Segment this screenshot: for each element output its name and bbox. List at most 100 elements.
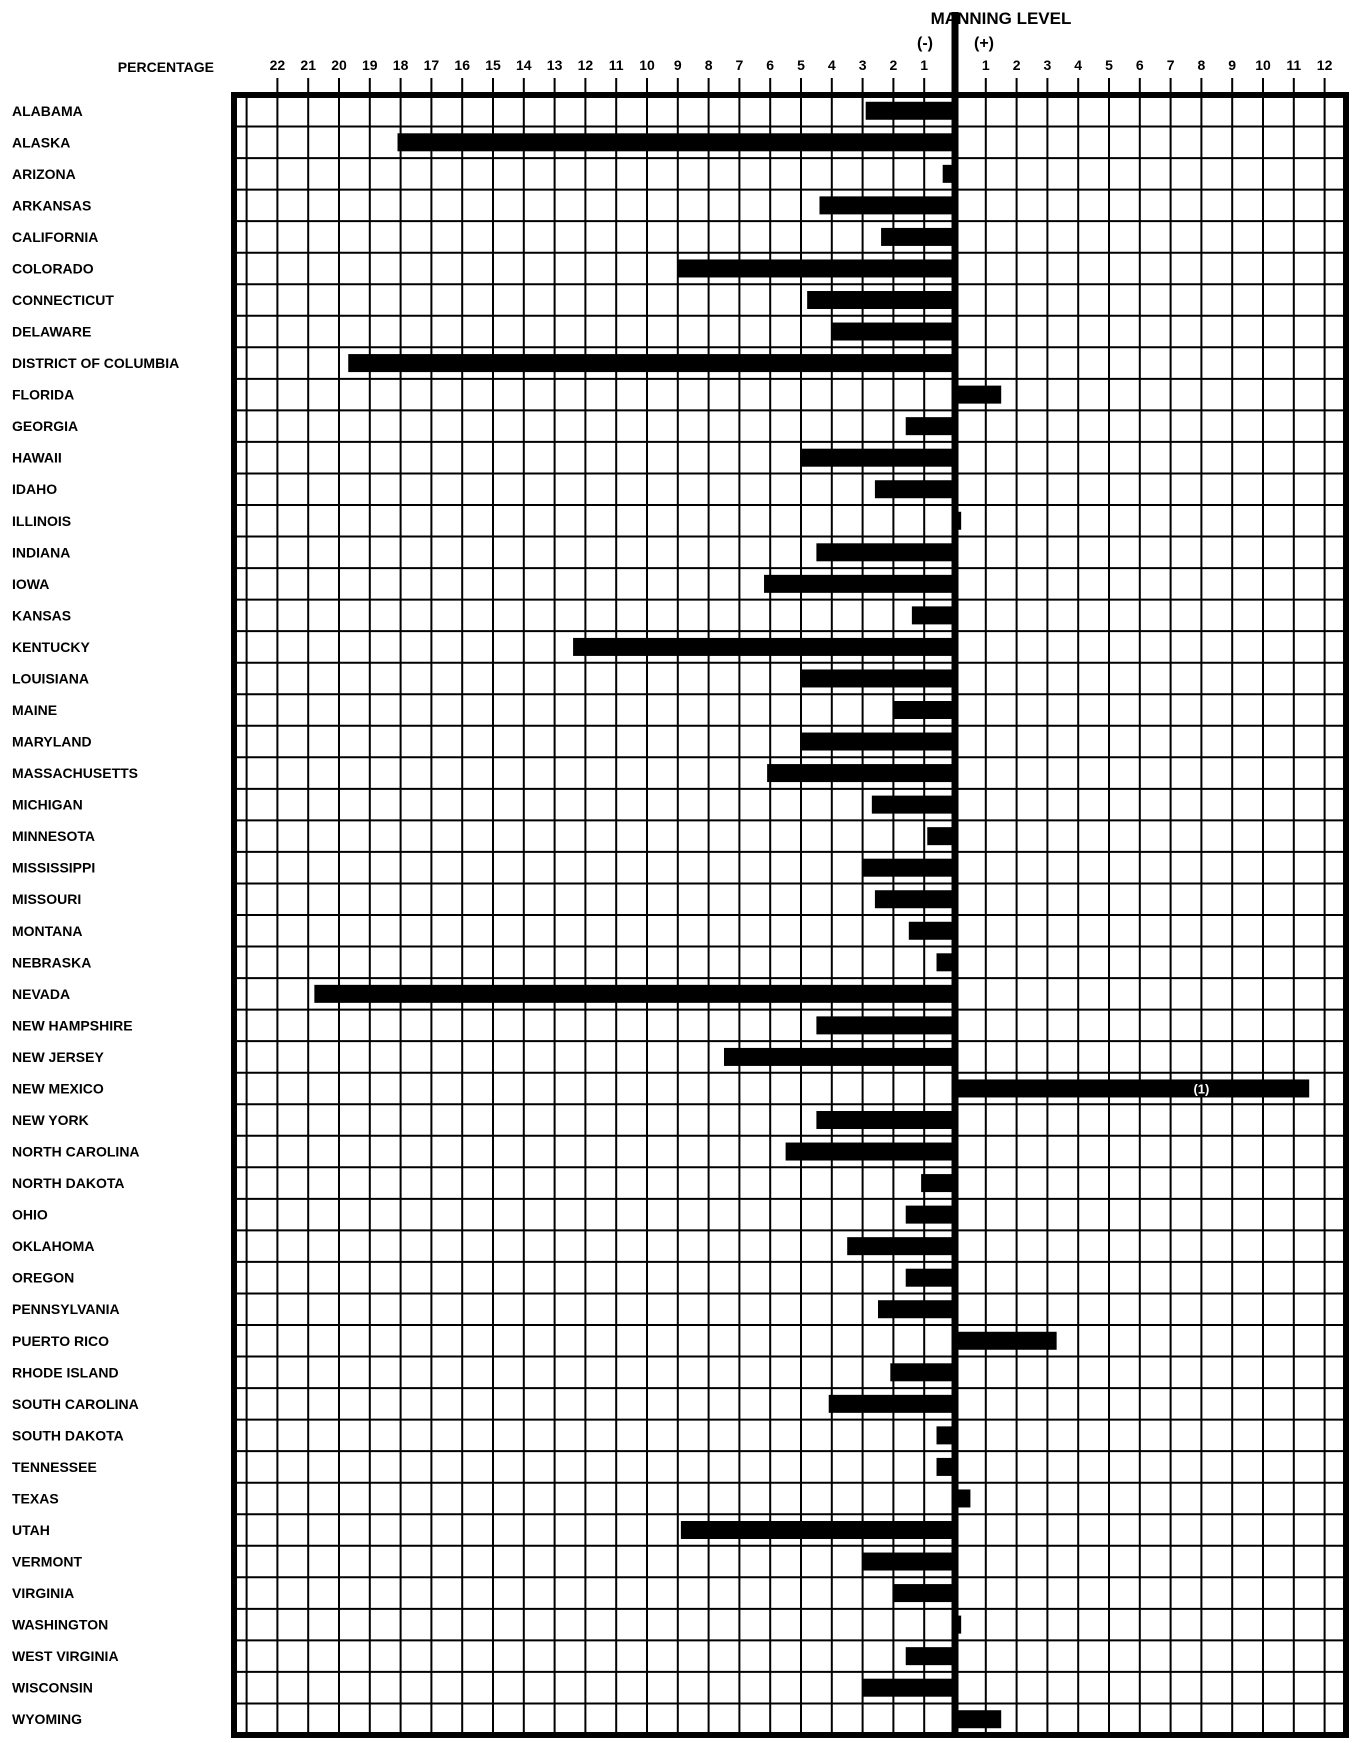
x-tick-label: 9	[1228, 57, 1236, 73]
x-tick-label: 2	[1013, 57, 1021, 73]
x-tick-label: 17	[424, 57, 440, 73]
category-label: FLORIDA	[12, 387, 74, 403]
bar	[874, 480, 955, 499]
category-label: MASSACHUSETTS	[12, 765, 138, 781]
category-label: MICHIGAN	[12, 797, 83, 813]
bar	[936, 1426, 955, 1445]
bar	[862, 1678, 955, 1697]
category-label: OHIO	[12, 1207, 48, 1223]
x-tick-label: 7	[1167, 57, 1175, 73]
category-label: ALABAMA	[12, 103, 83, 119]
x-tick-label: 4	[828, 57, 836, 73]
bar	[828, 1394, 955, 1413]
bar	[801, 669, 955, 688]
category-label: MARYLAND	[12, 734, 92, 750]
category-label: WISCONSIN	[12, 1680, 93, 1696]
bar	[905, 1268, 955, 1287]
x-tick-label: 12	[1317, 57, 1333, 73]
x-tick-label: 3	[859, 57, 867, 73]
category-label: NORTH DAKOTA	[12, 1175, 125, 1191]
category-label: OREGON	[12, 1270, 74, 1286]
x-tick-label: 21	[300, 57, 316, 73]
x-tick-label: 8	[705, 57, 713, 73]
bar	[955, 1710, 1002, 1729]
category-label: TENNESSEE	[12, 1459, 97, 1475]
bar	[893, 1584, 955, 1603]
chart-title: MANNING LEVEL	[931, 9, 1072, 28]
x-tick-label: 12	[578, 57, 594, 73]
category-label: MISSOURI	[12, 891, 81, 907]
category-label: NEW HAMPSHIRE	[12, 1017, 133, 1033]
x-tick-label: 10	[639, 57, 655, 73]
plot-frame	[231, 12, 1349, 1738]
category-label: NEW YORK	[12, 1112, 89, 1128]
bar	[847, 1237, 955, 1256]
x-axis-ticks: 22 21 20 19 18 17 16 15 14 13 12 11 10 9 8 7 6 5 4 3 2 1 1 2 3 4 5…	[270, 57, 1333, 95]
x-tick-label: 10	[1255, 57, 1271, 73]
x-tick-label: 6	[1136, 57, 1144, 73]
bar	[801, 448, 955, 467]
bars: (1)	[314, 101, 1310, 1729]
x-tick-label: 5	[797, 57, 805, 73]
bar	[348, 354, 955, 373]
category-label: GEORGIA	[12, 418, 78, 434]
bar	[908, 921, 955, 940]
category-label: NEBRASKA	[12, 954, 91, 970]
x-tick-label: 1	[982, 57, 990, 73]
bar	[819, 196, 955, 215]
bar	[816, 1016, 955, 1035]
category-label: KANSAS	[12, 607, 71, 623]
bar	[893, 701, 955, 719]
x-tick-label: 9	[674, 57, 682, 73]
bar	[905, 1647, 955, 1666]
bar	[831, 322, 955, 341]
category-label: DELAWARE	[12, 324, 91, 340]
category-label: SOUTH DAKOTA	[12, 1427, 124, 1443]
category-label: UTAH	[12, 1522, 50, 1538]
negative-label: (-)	[917, 35, 933, 52]
x-tick-label: 11	[609, 57, 624, 73]
bar	[921, 1174, 955, 1193]
bar	[862, 858, 955, 877]
x-tick-label: 7	[736, 57, 744, 73]
bar	[816, 543, 955, 562]
bar	[874, 890, 955, 909]
frame-border	[231, 92, 1349, 1738]
category-label: TEXAS	[12, 1490, 59, 1506]
x-tick-label: 5	[1105, 57, 1113, 73]
category-label: ARKANSAS	[12, 197, 91, 213]
category-label: WASHINGTON	[12, 1617, 108, 1633]
category-label: WEST VIRGINIA	[12, 1648, 119, 1664]
x-tick-label: 8	[1198, 57, 1206, 73]
category-label: LOUISIANA	[12, 670, 89, 686]
bar	[397, 133, 955, 152]
bar	[677, 259, 955, 278]
x-tick-label: 4	[1074, 57, 1082, 73]
x-tick-label: 16	[454, 57, 470, 73]
category-label: CONNECTICUT	[12, 292, 114, 308]
category-label: MONTANA	[12, 923, 83, 939]
x-tick-label: 13	[547, 57, 563, 73]
bar	[936, 953, 955, 972]
bar	[764, 574, 955, 593]
category-label: WYOMING	[12, 1711, 82, 1727]
category-label: VERMONT	[12, 1554, 82, 1570]
x-tick-label: 18	[393, 57, 409, 73]
category-label: PENNSYLVANIA	[12, 1301, 120, 1317]
x-tick-label: 15	[485, 57, 501, 73]
bar	[955, 1331, 1057, 1350]
x-tick-label: 1	[920, 57, 928, 73]
bar	[955, 1489, 971, 1508]
bar	[314, 984, 955, 1003]
category-label: SOUTH CAROLINA	[12, 1396, 139, 1412]
category-label: PUERTO RICO	[12, 1333, 109, 1349]
bar	[680, 1521, 955, 1539]
bar	[927, 827, 955, 846]
category-label: ALASKA	[12, 134, 70, 150]
category-label: DISTRICT OF COLUMBIA	[12, 355, 179, 371]
category-label: ARIZONA	[12, 166, 76, 182]
x-tick-label: 2	[890, 57, 898, 73]
bar	[862, 1552, 955, 1571]
category-labels: ALABAMA ALASKA ARIZONA ARKANSAS CALIFORNIA CO…	[12, 103, 179, 1727]
category-label: ILLINOIS	[12, 513, 71, 529]
